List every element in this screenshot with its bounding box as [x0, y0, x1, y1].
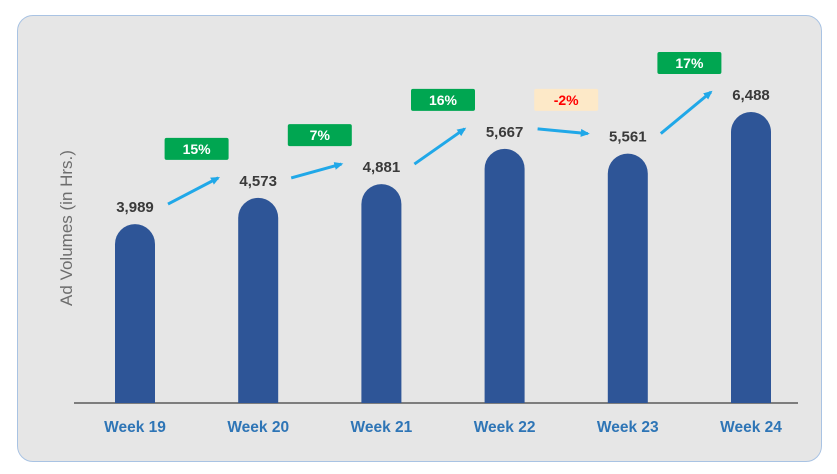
- growth-percent-label: 15%: [183, 141, 212, 157]
- data-label: 5,667: [486, 124, 524, 141]
- x-tick-label: Week 19: [104, 419, 166, 436]
- data-label: 4,881: [363, 159, 401, 176]
- growth-arrow: [537, 127, 590, 137]
- growth-percent-label: -2%: [554, 92, 579, 108]
- data-label: 3,989: [116, 199, 154, 216]
- data-label: 5,561: [609, 129, 647, 146]
- x-tick-label: Week 22: [474, 419, 536, 436]
- growth-badge: [411, 88, 475, 111]
- x-tick-label: Week 23: [597, 419, 659, 436]
- growth-badge: [657, 52, 722, 74]
- growth-badge: [287, 124, 352, 147]
- growth-arrow: [659, 90, 713, 135]
- growth-arrow: [167, 176, 220, 206]
- growth-arrow: [413, 127, 467, 166]
- bar-week-22: [484, 148, 525, 403]
- bar-week-21: [361, 184, 402, 403]
- x-tick-label: Week 24: [720, 419, 782, 436]
- x-tick-label: Week 20: [227, 419, 289, 436]
- data-label: 6,488: [732, 87, 770, 104]
- data-label: 4,573: [239, 173, 277, 190]
- bar-week-20: [238, 197, 279, 403]
- growth-percent-label: 17%: [675, 55, 704, 71]
- growth-arrow: [290, 162, 344, 180]
- growth-percent-label: 16%: [429, 92, 458, 108]
- bar-week-23: [607, 153, 648, 403]
- bar-week-19: [115, 224, 155, 403]
- x-tick-label: Week 21: [351, 419, 413, 436]
- decline-badge: [534, 88, 599, 111]
- y-axis-label: Ad Volumes (in Hrs.): [57, 150, 76, 306]
- bar-week-24: [731, 112, 771, 403]
- growth-badge: [164, 137, 229, 160]
- growth-percent-label: 7%: [310, 127, 331, 143]
